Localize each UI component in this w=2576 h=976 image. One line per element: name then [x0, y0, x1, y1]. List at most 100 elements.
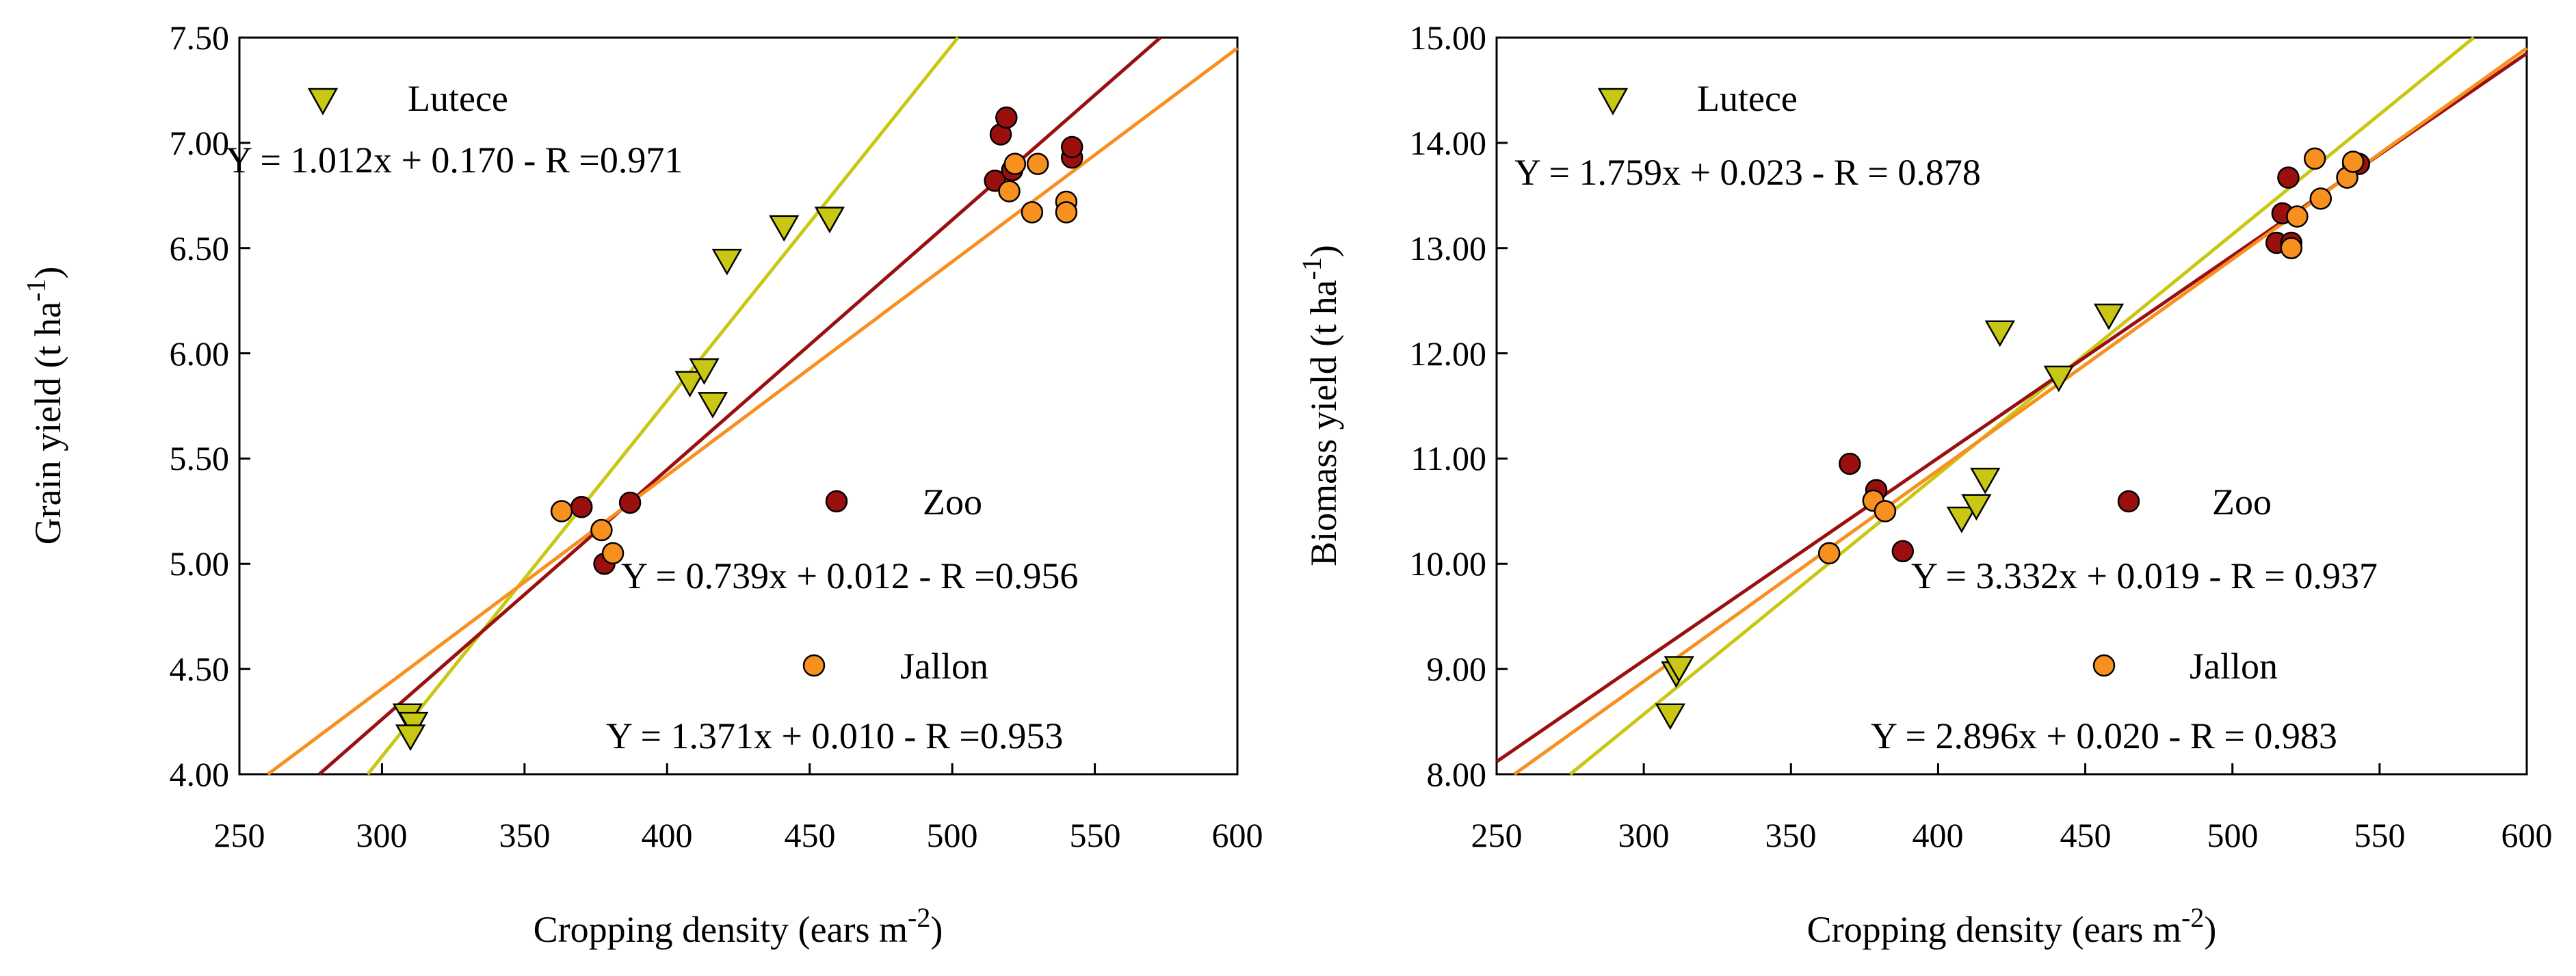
y-tick-label: 14.00 [1410, 124, 1487, 162]
data-point-jallon [1055, 201, 1078, 224]
axis-ticks [238, 36, 1239, 776]
regression-line-lutece [1568, 36, 2475, 776]
legend-marker-lutece [1597, 88, 1629, 116]
data-point-zoo [1060, 135, 1083, 159]
data-points [392, 106, 1083, 752]
legend-label-zoo: Zoo [2212, 482, 2272, 523]
x-tick-label: 400 [1913, 816, 1964, 854]
y-axis-title: Biomass yield (t ha-1) [1296, 245, 1344, 566]
data-point-zoo [2277, 166, 2300, 189]
data-point-lutece [1984, 320, 2015, 347]
regression-line-jallon [267, 47, 1239, 776]
data-point-lutece [769, 215, 800, 242]
x-tick-label: 300 [1618, 816, 1670, 854]
legend-label-lutece: Lutece [408, 78, 508, 119]
data-point-lutece [395, 724, 426, 752]
y-tick-label: 7.00 [170, 124, 230, 162]
data-point-lutece [697, 392, 728, 419]
data-point-jallon [1021, 201, 1044, 224]
legend-marker-zoo [2117, 490, 2140, 513]
x-tick-label: 250 [214, 816, 265, 854]
legend-marker-lutece [307, 88, 339, 116]
regression-line-lutece [366, 36, 960, 776]
y-tick-label: 10.00 [1410, 544, 1487, 583]
regression-lines [1495, 36, 2528, 776]
equation-lutece: Y = 1.012x + 0.170 - R =0.971 [226, 140, 683, 181]
y-tick-label: 15.00 [1410, 18, 1487, 57]
y-tick-label: 13.00 [1410, 229, 1487, 267]
data-point-lutece [1970, 467, 2001, 494]
y-tick-label: 5.00 [170, 544, 230, 583]
data-point-zoo [1891, 540, 1915, 563]
data-point-jallon [2341, 150, 2365, 173]
x-tick-label: 250 [1471, 816, 1523, 854]
x-tick-label: 600 [2501, 816, 2553, 854]
data-point-jallon [2286, 205, 2309, 228]
data-point-lutece [689, 358, 720, 385]
x-axis-title: Cropping density (ears m-2) [1807, 902, 2217, 950]
x-tick-label: 500 [927, 816, 978, 854]
y-tick-label: 4.50 [170, 650, 230, 688]
y-tick-label: 4.00 [170, 755, 230, 793]
data-point-jallon [1817, 542, 1841, 565]
x-tick-label: 550 [1070, 816, 1121, 854]
data-point-lutece [1946, 506, 1977, 533]
x-tick-label: 450 [785, 816, 836, 854]
data-point-zoo [570, 495, 593, 518]
x-axis-title: Cropping density (ears m-2) [534, 902, 943, 950]
data-point-zoo [1839, 452, 1861, 475]
data-point-lutece [711, 248, 742, 276]
data-point-lutece [674, 371, 705, 398]
data-point-jallon [998, 180, 1021, 202]
axis-ticks [1495, 36, 2528, 776]
x-tick-label: 500 [2207, 816, 2259, 854]
x-tick-label: 550 [2354, 816, 2406, 854]
x-tick-label: 350 [499, 816, 551, 854]
x-tick-label: 450 [2060, 816, 2112, 854]
data-point-lutece [2043, 365, 2075, 393]
data-point-lutece [1655, 703, 1686, 730]
data-point-jallon [2303, 147, 2326, 170]
legend-label-zoo: Zoo [923, 482, 982, 523]
x-tick-label: 300 [356, 816, 408, 854]
equation-jallon: Y = 2.896x + 0.020 - R = 0.983 [1871, 715, 2337, 756]
data-point-jallon [1026, 153, 1049, 175]
y-tick-label: 8.00 [1427, 755, 1487, 793]
data-point-jallon [601, 542, 625, 565]
legend-label-jallon: Jallon [900, 646, 988, 687]
plot-frame [1495, 36, 2528, 776]
legend-marker-jallon [802, 654, 826, 677]
legend-label-lutece: Lutece [1697, 78, 1798, 119]
x-tick-label: 600 [1212, 816, 1263, 854]
y-tick-label: 9.00 [1427, 650, 1487, 688]
legend-label-jallon: Jallon [2190, 646, 2278, 687]
x-tick-label: 400 [642, 816, 693, 854]
equation-zoo: Y = 3.332x + 0.019 - R = 0.937 [1911, 555, 2378, 596]
data-point-jallon [1874, 500, 1897, 523]
data-point-jallon [2309, 187, 2332, 210]
data-point-jallon [590, 518, 613, 542]
data-point-zoo [618, 491, 642, 514]
data-point-jallon [550, 500, 573, 523]
equation-jallon: Y = 1.371x + 0.010 - R =0.953 [606, 715, 1063, 756]
equation-lutece: Y = 1.759x + 0.023 - R = 0.878 [1514, 152, 1981, 193]
legend-marker-jallon [2092, 654, 2116, 677]
y-tick-label: 6.50 [170, 229, 230, 267]
data-point-lutece [1664, 656, 1694, 683]
biomass-yield-chart: 250 300 350 400 450 500 550 600 8.00 9.0… [1296, 18, 2553, 950]
legend: Lutece Y = 1.012x + 0.170 - R =0.971 Zoo… [226, 78, 1078, 756]
legend-marker-zoo [825, 490, 848, 513]
x-tick-label: 350 [1765, 816, 1817, 854]
data-point-jallon [1003, 153, 1027, 175]
y-tick-label: 12.00 [1410, 334, 1487, 373]
grain-yield-chart: 250 300 350 400 450 500 550 600 4.00 4.5… [21, 18, 1263, 950]
data-point-zoo [995, 106, 1018, 129]
data-points [1655, 147, 2370, 730]
legend: Lutece Y = 1.759x + 0.023 - R = 0.878 Zo… [1514, 78, 2378, 756]
equation-zoo: Y = 0.739x + 0.012 - R =0.956 [621, 555, 1078, 596]
plot-frame [238, 36, 1239, 776]
data-point-lutece [814, 207, 845, 234]
y-tick-label: 6.00 [170, 334, 230, 373]
y-tick-label: 11.00 [1410, 439, 1486, 477]
